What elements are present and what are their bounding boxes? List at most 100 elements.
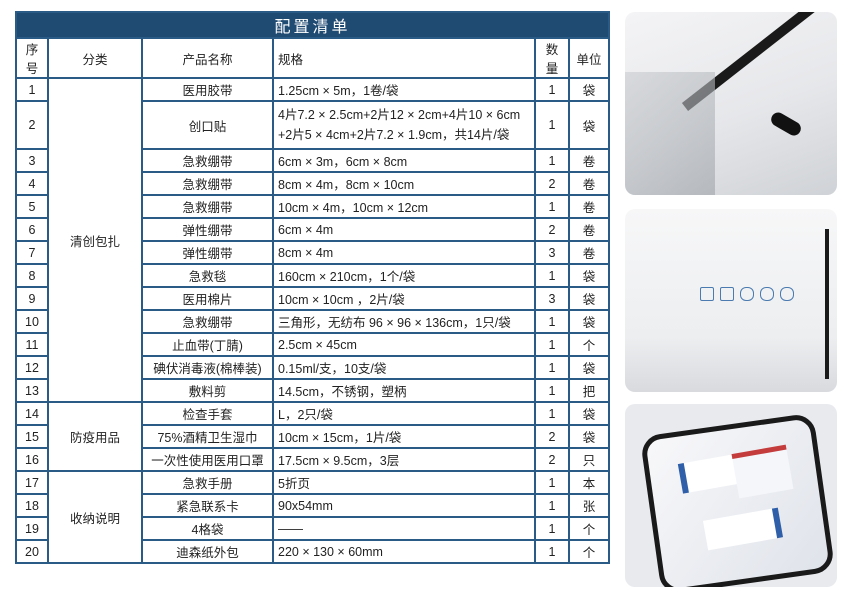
spec: 160cm × 210cm，1个/袋 [272,263,536,288]
table-row: 4 急救绷带 8cm × 4m，8cm × 10cm 2 卷 [15,171,611,196]
header-row: 序号 分类 产品名称 规格 数量 单位 [15,37,611,79]
quantity: 1 [534,470,570,495]
table-row: 12 碘伏消毒液(棉棒装) 0.15ml/支，10支/袋 1 袋 [15,355,611,380]
quantity: 1 [534,194,570,219]
unit: 袋 [567,424,611,449]
row-number: 9 [15,286,49,311]
unit: 只 [567,447,611,472]
product-name: 4格袋 [141,516,274,541]
pouch-symbols [700,287,800,301]
spec: 8cm × 4m，8cm × 10cm [272,171,536,196]
quantity: 1 [534,516,570,541]
unit: 袋 [567,263,611,288]
quantity: 1 [534,148,570,173]
unit: 袋 [567,309,611,334]
quantity: 1 [534,263,570,288]
spec: 14.5cm，不锈钢，塑柄 [272,378,536,403]
spec: 1.25cm × 5m，1卷/袋 [272,77,536,102]
header-unit: 单位 [567,37,611,79]
table-row: 5 急救绷带 10cm × 4m，10cm × 12cm 1 卷 [15,194,611,219]
unit: 卷 [567,148,611,173]
product-name: 急救绷带 [141,148,274,173]
quantity: 3 [534,240,570,265]
product-name: 医用棉片 [141,286,274,311]
category-cell: 收纳说明 [47,470,143,564]
product-name: 一次性使用医用口罩 [141,447,274,472]
quantity: 3 [534,286,570,311]
row-number: 18 [15,493,49,518]
unit: 袋 [567,100,611,150]
row-number: 20 [15,539,49,564]
quantity: 2 [534,447,570,472]
product-name: 创口贴 [141,100,274,150]
table-row: 3 急救绷带 6cm × 3m，6cm × 8cm 1 卷 [15,148,611,173]
table-row: 9 医用棉片 10cm × 10cm ，2片/袋 3 袋 [15,286,611,311]
row-number: 16 [15,447,49,472]
unit: 卷 [567,217,611,242]
row-number: 8 [15,263,49,288]
table-row: 11 止血带(丁腈) 2.5cm × 45cm 1 个 [15,332,611,357]
quantity: 1 [534,378,570,403]
row-number: 2 [15,100,49,150]
row-number: 19 [15,516,49,541]
row-number: 14 [15,401,49,426]
spec: 17.5cm × 9.5cm，3层 [272,447,536,472]
table-row: 14 防疫用品 检查手套 L，2只/袋 1 袋 [15,401,611,472]
spec: L，2只/袋 [272,401,536,426]
quantity: 1 [534,309,570,334]
table-row: 19 4格袋 —— 1 个 [15,516,611,541]
unit: 卷 [567,240,611,265]
spec: 4片7.2 × 2.5cm+2片12 × 2cm+4片10 × 6cm +2片5… [272,100,536,150]
product-name: 敷料剪 [141,378,274,403]
spec: 220 × 130 × 60mm [272,539,536,564]
quantity: 1 [534,77,570,102]
row-number: 4 [15,171,49,196]
unit: 个 [567,516,611,541]
product-name: 弹性绷带 [141,217,274,242]
quantity: 1 [534,539,570,564]
unit: 卷 [567,171,611,196]
unit: 张 [567,493,611,518]
quantity: 1 [534,332,570,357]
table-row: 10 急救绷带 三角形，无纺布 96 × 96 × 136cm，1只/袋 1 袋 [15,309,611,334]
product-name: 急救绷带 [141,171,274,196]
product-name: 迪森纸外包 [141,539,274,564]
product-name: 急救绷带 [141,194,274,219]
table-title: 配置清单 [14,11,611,39]
product-name: 弹性绷带 [141,240,274,265]
row-number: 6 [15,217,49,242]
unit: 把 [567,378,611,403]
spec: 三角形，无纺布 96 × 96 × 136cm，1只/袋 [272,309,536,334]
table-row: 20 迪森纸外包 220 × 130 × 60mm 1 个 [15,539,611,564]
product-photo-pouch [625,209,837,392]
table-row: 17 收纳说明 急救手册 5折页 1 本 [15,470,611,564]
spec: 10cm × 4m，10cm × 12cm [272,194,536,219]
product-name: 急救绷带 [141,309,274,334]
quantity: 2 [534,171,570,196]
row-number: 5 [15,194,49,219]
quantity: 2 [534,424,570,449]
header-no: 序号 [15,37,49,79]
table-row: 1 清创包扎 医用胶带 1.25cm × 5m，1卷/袋 1 袋 [15,77,611,403]
header-qty: 数量 [534,37,570,79]
table-row: 2 创口贴 4片7.2 × 2.5cm+2片12 × 2cm+4片10 × 6cm … [15,100,611,150]
unit: 袋 [567,286,611,311]
unit: 卷 [567,194,611,219]
table-row: 18 紧急联系卡 90x54mm 1 张 [15,493,611,518]
product-photo-zipper [625,12,837,195]
row-number: 1 [15,77,49,102]
unit: 本 [567,470,611,495]
table-row: 16 一次性使用医用口罩 17.5cm × 9.5cm，3层 2 只 [15,447,611,472]
category-cell: 清创包扎 [47,77,143,403]
unit: 个 [567,332,611,357]
product-name: 检查手套 [141,401,274,426]
product-name: 止血带(丁腈) [141,332,274,357]
spec: 8cm × 4m [272,240,536,265]
row-number: 11 [15,332,49,357]
unit: 袋 [567,355,611,380]
row-number: 7 [15,240,49,265]
quantity: 1 [534,355,570,380]
product-name: 医用胶带 [141,77,274,102]
table-row: 13 敷料剪 14.5cm，不锈钢，塑柄 1 把 [15,378,611,403]
category-cell: 防疫用品 [47,401,143,472]
